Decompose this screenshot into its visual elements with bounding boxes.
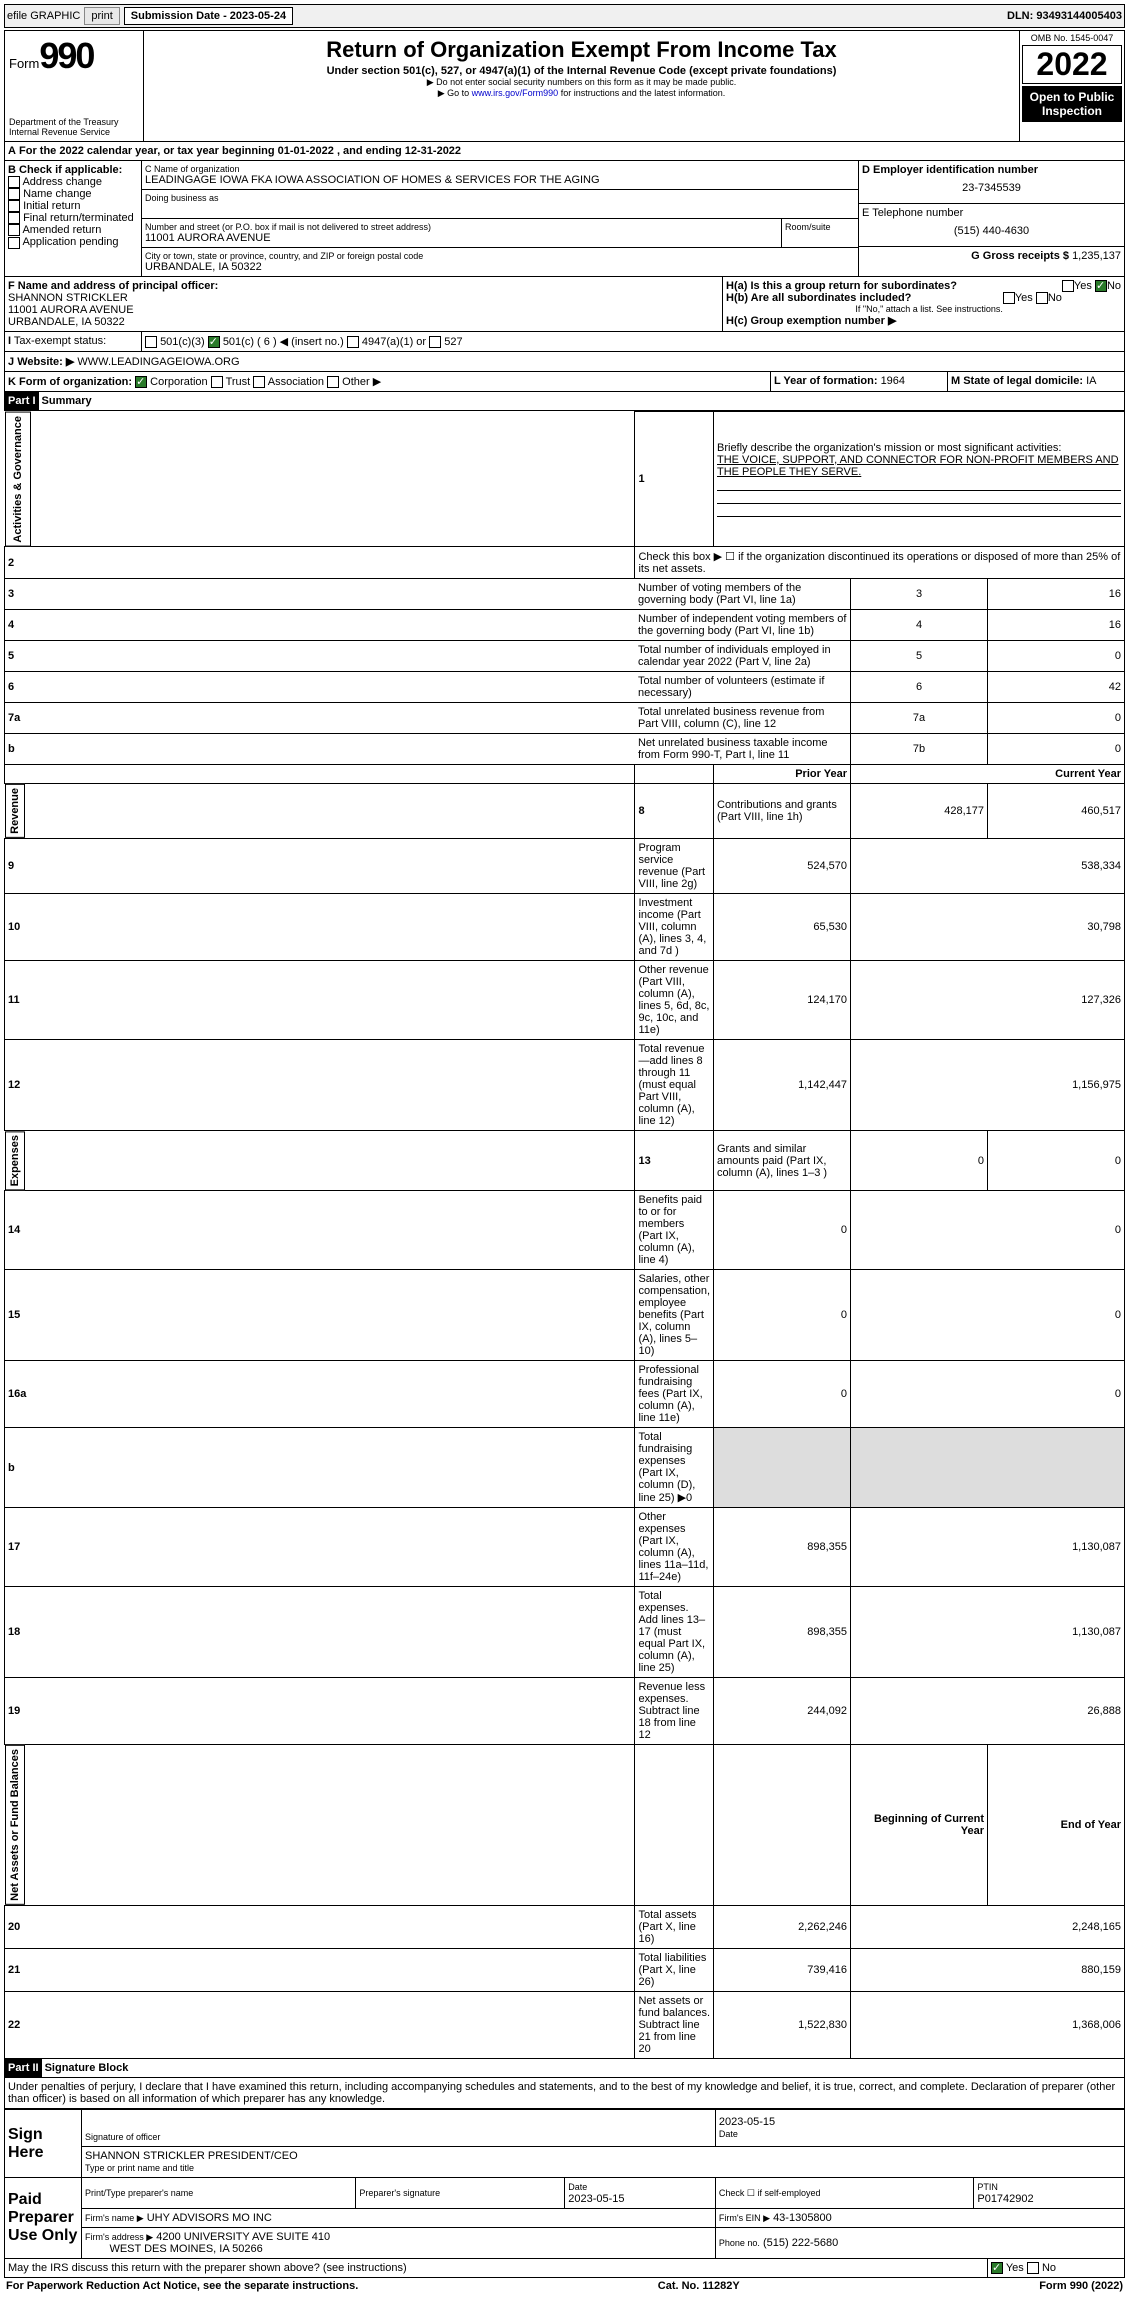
- net-label: Net Assets or Fund Balances: [5, 1745, 25, 1905]
- part1-table: Activities & Governance 1 Briefly descri…: [4, 411, 1125, 2059]
- website: WWW.LEADINGAGEIOWA.ORG: [77, 356, 239, 368]
- officer-printed: SHANNON STRICKLER PRESIDENT/CEO: [85, 2150, 1121, 2162]
- l-label: L Year of formation:: [774, 375, 881, 387]
- omb: OMB No. 1545-0047: [1022, 33, 1122, 43]
- officer-addr2: URBANDALE, IA 50322: [8, 316, 125, 328]
- officer-addr1: 11001 AURORA AVENUE: [8, 304, 134, 316]
- domicile: IA: [1086, 375, 1096, 387]
- prep-date: 2023-05-15: [568, 2193, 624, 2205]
- j-label: Website: ▶: [17, 356, 74, 368]
- form-number: Form990: [9, 35, 139, 77]
- tax-year: 2022: [1022, 45, 1122, 84]
- form-header: Form990 Department of the Treasury Inter…: [4, 30, 1125, 142]
- form-foot: Form 990 (2022): [1039, 2280, 1123, 2292]
- b-label: B Check if applicable:: [8, 164, 122, 176]
- pra-notice: For Paperwork Reduction Act Notice, see …: [6, 2280, 358, 2292]
- q1: Briefly describe the organization's miss…: [717, 442, 1061, 454]
- tax-year-row: A For the 2022 calendar year, or tax yea…: [4, 142, 1125, 161]
- ein: 23-7345539: [862, 176, 1121, 200]
- city-label: City or town, state or province, country…: [145, 251, 855, 261]
- tax-status-row: I Tax-exempt status: 501(c)(3) 501(c) ( …: [4, 332, 1125, 352]
- hb-note: If "No," attach a list. See instructions…: [726, 304, 1121, 314]
- e-label: E Telephone number: [862, 207, 963, 219]
- cb-final[interactable]: Final return/terminated: [8, 212, 138, 224]
- officer-name: SHANNON STRICKLER: [8, 292, 128, 304]
- ptin: P01742902: [977, 2193, 1033, 2205]
- dln: DLN: 93493144005403: [1007, 10, 1122, 22]
- hb-label: H(b) Are all subordinates included?: [726, 292, 911, 304]
- firm-name: UHY ADVISORS MO INC: [147, 2212, 272, 2224]
- self-employed-check[interactable]: Check ☐ if self-employed: [719, 2188, 821, 2198]
- website-row: J Website: ▶ WWW.LEADINGAGEIOWA.ORG: [4, 352, 1125, 372]
- hc-label: H(c) Group exemption number ▶: [726, 315, 896, 327]
- i-label: Tax-exempt status:: [14, 335, 106, 347]
- officer-block: F Name and address of principal officer:…: [4, 277, 1125, 332]
- cat-no: Cat. No. 11282Y: [658, 2280, 740, 2292]
- open-inspection: Open to Public Inspection: [1022, 86, 1122, 122]
- form-title: Return of Organization Exempt From Incom…: [148, 37, 1015, 63]
- year-formation: 1964: [881, 375, 905, 387]
- irs-link[interactable]: www.irs.gov/Form990: [472, 88, 559, 98]
- m-label: M State of legal domicile:: [951, 375, 1086, 387]
- dba-label: Doing business as: [145, 193, 855, 203]
- declaration: Under penalties of perjury, I declare th…: [4, 2078, 1125, 2109]
- efile-label: efile GRAPHIC: [7, 10, 80, 22]
- cb-amended[interactable]: Amended return: [8, 224, 138, 236]
- cb-initial[interactable]: Initial return: [8, 200, 138, 212]
- org-name: LEADINGAGE IOWA FKA IOWA ASSOCIATION OF …: [145, 174, 855, 186]
- phone: (515) 440-4630: [862, 219, 1121, 243]
- gross-receipts: 1,235,137: [1072, 250, 1121, 262]
- q2: Check this box ▶ ☐ if the organization d…: [635, 547, 1125, 579]
- print-button[interactable]: print: [84, 7, 119, 25]
- footer: For Paperwork Reduction Act Notice, see …: [4, 2278, 1125, 2294]
- cb-address[interactable]: Address change: [8, 176, 138, 188]
- sig-officer-label: Signature of officer: [85, 2132, 160, 2142]
- firm-ein: 43-1305800: [773, 2212, 832, 2224]
- sig-date: 2023-05-15: [719, 2116, 1121, 2128]
- taxyear-text: For the 2022 calendar year, or tax year …: [19, 145, 461, 157]
- c-label: C Name of organization: [145, 164, 855, 174]
- submission-date: Submission Date - 2023-05-24: [124, 7, 293, 25]
- k-label: K Form of organization:: [8, 376, 132, 388]
- addr-label: Number and street (or P.O. box if mail i…: [145, 222, 778, 232]
- entity-block: B Check if applicable: Address change Na…: [4, 161, 1125, 277]
- f-label: F Name and address of principal officer:: [8, 280, 218, 292]
- firm-phone: (515) 222-5680: [763, 2237, 838, 2249]
- firm-addr2: WEST DES MOINES, IA 50266: [109, 2243, 262, 2255]
- paid-preparer-label: Paid Preparer Use Only: [5, 2178, 82, 2259]
- discuss-row: May the IRS discuss this return with the…: [4, 2259, 1125, 2278]
- cb-pending[interactable]: Application pending: [8, 236, 138, 248]
- exp-label: Expenses: [5, 1131, 25, 1190]
- cb-name[interactable]: Name change: [8, 188, 138, 200]
- mission: THE VOICE, SUPPORT, AND CONNECTOR FOR NO…: [717, 454, 1119, 478]
- note2: ▶ Go to www.irs.gov/Form990 for instruct…: [148, 88, 1015, 99]
- street-address: 11001 AURORA AVENUE: [145, 232, 778, 244]
- toolbar: efile GRAPHIC print Submission Date - 20…: [4, 4, 1125, 28]
- signature-table: Sign Here Signature of officer 2023-05-1…: [4, 2109, 1125, 2259]
- dept-label: Department of the Treasury: [9, 117, 139, 127]
- ha-label: H(a) Is this a group return for subordin…: [726, 280, 957, 292]
- note1: ▶ Do not enter social security numbers o…: [148, 77, 1015, 88]
- firm-addr1: 4200 UNIVERSITY AVE SUITE 410: [156, 2231, 330, 2243]
- irs-label: Internal Revenue Service: [9, 127, 139, 137]
- rev-label: Revenue: [5, 784, 25, 838]
- sign-here-label: Sign Here: [5, 2110, 82, 2178]
- room-label: Room/suite: [781, 219, 858, 247]
- form-subtitle: Under section 501(c), 527, or 4947(a)(1)…: [148, 65, 1015, 77]
- city-state-zip: URBANDALE, IA 50322: [145, 261, 855, 273]
- part2-header: Part IISignature Block: [4, 2059, 1125, 2078]
- gov-label: Activities & Governance: [5, 412, 31, 547]
- part1-header: Part ISummary: [4, 392, 1125, 411]
- d-label: D Employer identification number: [862, 164, 1038, 176]
- form-org-row: K Form of organization: Corporation Trus…: [4, 372, 1125, 392]
- g-label: G Gross receipts $: [971, 250, 1069, 262]
